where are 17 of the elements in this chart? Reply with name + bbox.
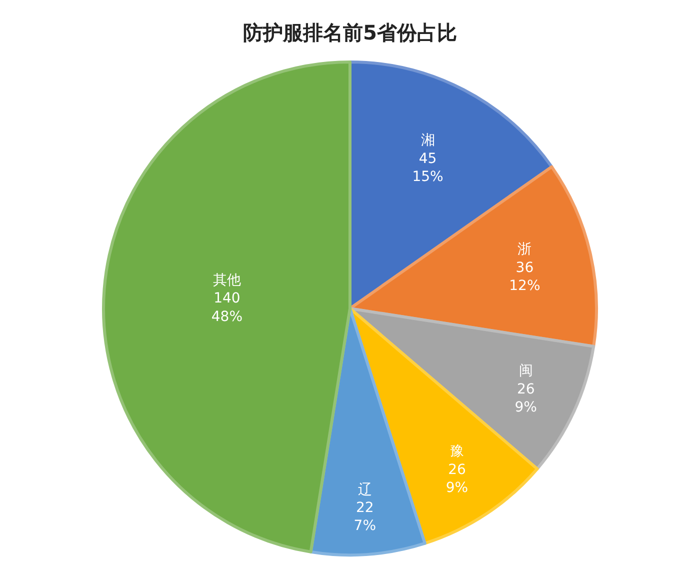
slice-label: 浙	[518, 242, 532, 258]
pie-slice	[348, 165, 598, 348]
data-label: 45 15%	[412, 150, 444, 185]
pie-slice	[348, 307, 539, 545]
data-label: 26 9%	[446, 462, 468, 496]
data-label: 26 9%	[514, 381, 537, 416]
slice-label: 闽	[518, 363, 533, 380]
pie-slice	[309, 307, 426, 556]
pie-slice	[102, 60, 352, 554]
slice-label: 辽	[358, 482, 372, 498]
data-label: 22 7%	[354, 500, 376, 534]
slice-label: 豫	[450, 444, 464, 460]
slice-label: 湘	[420, 132, 435, 149]
chart-title: 防护服排名前5省份占比	[243, 20, 457, 45]
data-label: 140 48%	[211, 290, 243, 325]
data-label: 36 12%	[509, 260, 540, 294]
slice-label: 其他	[212, 272, 241, 288]
